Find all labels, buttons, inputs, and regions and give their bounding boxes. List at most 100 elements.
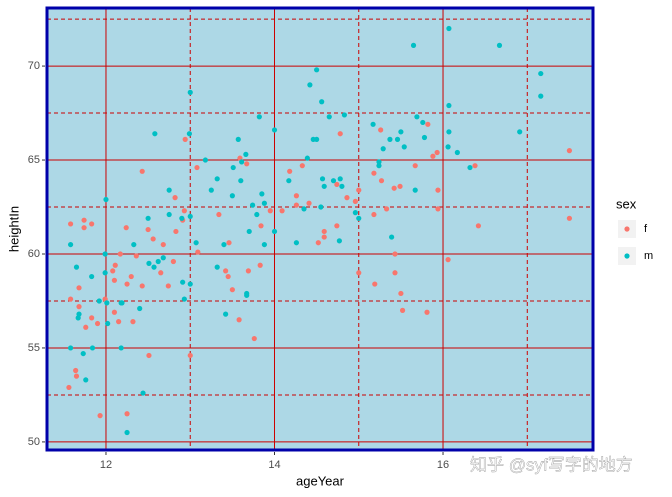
point bbox=[172, 195, 178, 201]
point bbox=[256, 114, 262, 120]
point bbox=[81, 217, 87, 223]
point bbox=[293, 240, 300, 246]
point bbox=[139, 168, 145, 174]
point bbox=[321, 228, 327, 235]
point bbox=[410, 42, 417, 48]
point bbox=[80, 350, 86, 357]
point bbox=[446, 129, 452, 135]
point bbox=[445, 257, 451, 263]
point bbox=[145, 226, 151, 233]
point bbox=[151, 264, 157, 270]
point bbox=[321, 234, 327, 240]
point bbox=[146, 352, 152, 359]
point bbox=[330, 178, 337, 184]
point bbox=[67, 296, 74, 302]
point bbox=[352, 210, 358, 216]
legend-label: f bbox=[644, 223, 648, 235]
point bbox=[239, 159, 245, 165]
y-tick-label: 70 bbox=[28, 60, 40, 72]
point bbox=[293, 202, 300, 208]
point bbox=[111, 277, 118, 283]
point bbox=[321, 183, 327, 189]
point bbox=[326, 114, 332, 120]
point bbox=[378, 127, 384, 133]
point bbox=[81, 225, 87, 231]
point bbox=[155, 258, 161, 265]
point bbox=[344, 195, 350, 201]
x-tick-label: 14 bbox=[268, 459, 280, 471]
point bbox=[421, 134, 428, 141]
point bbox=[370, 121, 376, 127]
point bbox=[158, 270, 164, 276]
point bbox=[179, 215, 185, 221]
point bbox=[538, 93, 544, 99]
point bbox=[352, 198, 358, 204]
plot-panel bbox=[47, 8, 593, 450]
point bbox=[193, 240, 199, 246]
point bbox=[160, 241, 166, 248]
point bbox=[160, 255, 166, 261]
point bbox=[337, 176, 343, 182]
point bbox=[392, 270, 398, 276]
point bbox=[401, 144, 407, 150]
point bbox=[243, 151, 249, 157]
point bbox=[387, 136, 393, 142]
point bbox=[181, 208, 187, 214]
point bbox=[104, 300, 110, 306]
point bbox=[194, 164, 200, 171]
point bbox=[76, 304, 82, 310]
point bbox=[249, 202, 256, 208]
point bbox=[271, 127, 278, 133]
point bbox=[446, 25, 452, 32]
point bbox=[319, 176, 326, 182]
point bbox=[251, 335, 257, 342]
point bbox=[254, 211, 260, 218]
point bbox=[94, 320, 101, 327]
point bbox=[105, 320, 111, 327]
point bbox=[137, 305, 143, 312]
point bbox=[75, 315, 81, 321]
point bbox=[314, 67, 320, 73]
x-tick-label: 12 bbox=[100, 459, 112, 471]
point bbox=[389, 234, 395, 240]
point bbox=[187, 352, 193, 359]
point bbox=[279, 208, 285, 214]
point bbox=[334, 223, 340, 229]
point bbox=[110, 268, 116, 274]
point bbox=[140, 390, 146, 396]
point bbox=[146, 260, 152, 266]
point bbox=[96, 298, 102, 304]
point bbox=[245, 268, 251, 274]
point bbox=[221, 241, 227, 248]
point bbox=[435, 206, 441, 212]
point bbox=[445, 144, 451, 150]
point bbox=[315, 240, 321, 246]
point bbox=[376, 159, 382, 165]
y-tick-label: 60 bbox=[28, 248, 40, 260]
point bbox=[152, 131, 158, 137]
point bbox=[517, 129, 523, 135]
point bbox=[398, 129, 404, 135]
point bbox=[398, 290, 404, 297]
point bbox=[475, 223, 482, 229]
point bbox=[356, 270, 362, 276]
point bbox=[271, 228, 278, 235]
point bbox=[496, 42, 503, 48]
point bbox=[112, 262, 118, 268]
y-tick-label: 65 bbox=[28, 154, 40, 166]
point bbox=[214, 264, 220, 270]
point bbox=[244, 292, 250, 298]
point bbox=[208, 187, 214, 193]
point bbox=[246, 228, 252, 235]
point bbox=[257, 262, 263, 268]
point bbox=[306, 200, 312, 206]
point bbox=[66, 384, 72, 391]
point bbox=[356, 215, 362, 221]
point bbox=[293, 193, 300, 199]
point bbox=[258, 223, 264, 229]
point bbox=[119, 300, 125, 306]
point bbox=[229, 287, 235, 293]
point bbox=[318, 204, 324, 210]
point bbox=[319, 99, 325, 105]
point bbox=[166, 211, 172, 218]
